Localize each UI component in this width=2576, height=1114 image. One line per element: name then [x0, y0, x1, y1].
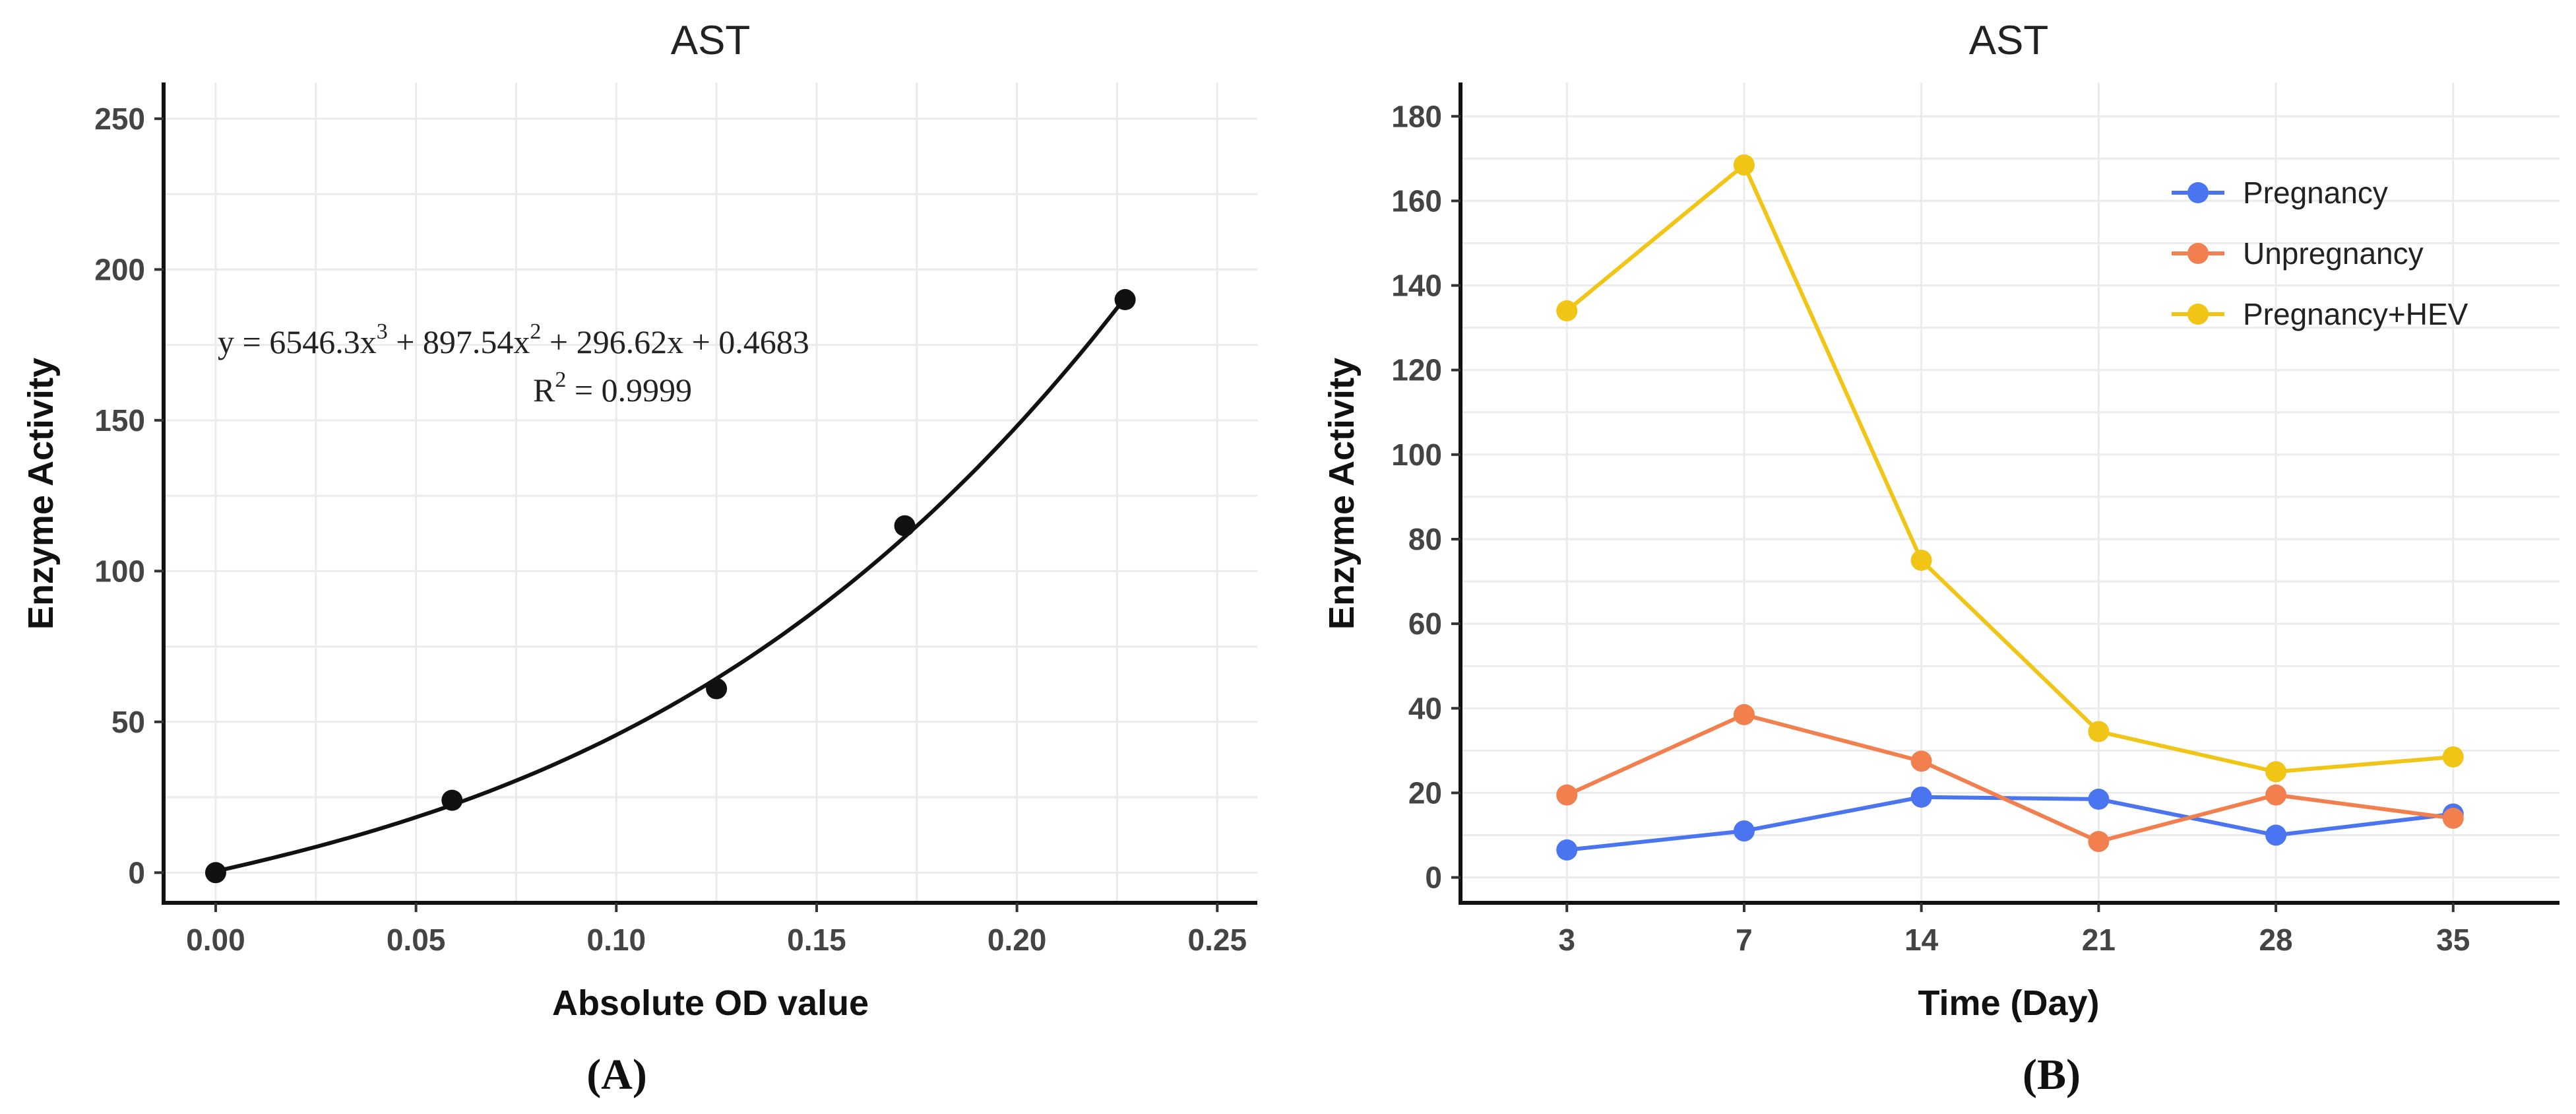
panel-a-data-point [1114, 289, 1136, 311]
panel-a-r-squared: R2 = 0.9999 [533, 368, 692, 409]
panel-b-series-line [1566, 795, 2454, 852]
panel-b-data-point [2442, 746, 2464, 768]
panel-b-y-tick-label: 120 [1391, 353, 1442, 387]
panel-b-data-point [2265, 784, 2287, 806]
panel-b-data-point [1733, 704, 1755, 725]
panel-a-data-point [441, 789, 463, 811]
panel-a-y-tick-label: 100 [94, 554, 145, 588]
panel-a-y-tick-label: 0 [128, 855, 145, 890]
panel-b-legend-label: Pregnancy [2243, 176, 2388, 210]
panel-b-line-chart: AST 0 20 40 60 80 100 120 140 160 180 3 7 14 21 28 35 P… [1322, 18, 2560, 1099]
panel-a-x-tick-label: 0.25 [1188, 923, 1247, 957]
panel-a-x-tick-label: 0.15 [787, 923, 846, 957]
panel-b-y-tick-label: 100 [1391, 438, 1442, 472]
panel-a-y-tick-label: 50 [111, 705, 145, 739]
panel-a-data-point [894, 515, 916, 537]
panel-b-x-tick-label: 21 [2082, 923, 2116, 957]
panel-b-data-point [2088, 721, 2110, 742]
panel-a-x-axis-label: Absolute OD value [552, 983, 869, 1023]
panel-b-x-tick-label: 35 [2436, 923, 2470, 957]
panel-b-y-tick-label: 180 [1391, 99, 1442, 133]
panel-a-data-point [204, 862, 226, 884]
panel-b-data-point [2265, 824, 2287, 846]
panel-b-legend-label: Unpregnancy [2243, 236, 2424, 271]
panel-b-data-point [2088, 789, 2110, 810]
panel-b-legend-marker [2187, 304, 2209, 325]
panel-a-x-tick-label: 0.00 [186, 923, 245, 957]
panel-b-y-tick-label: 140 [1391, 269, 1442, 303]
panel-b-x-tick-label: 7 [1736, 923, 1753, 957]
panel-a-title: AST [671, 18, 751, 63]
panel-b-legend: Pregnancy Unpregnancy Pregnancy+HEV [2172, 176, 2468, 331]
panel-b-y-tick-label: 160 [1391, 183, 1442, 218]
panel-b-legend-label: Pregnancy+HEV [2243, 297, 2468, 331]
panel-a-label: (A) [586, 1051, 647, 1099]
panel-b-data-point [1910, 786, 1932, 808]
panel-b-legend-marker [2187, 182, 2209, 203]
panel-b-data-point [1556, 784, 1578, 806]
panel-b-data-point [2088, 831, 2110, 853]
panel-b-y-tick-label: 80 [1408, 522, 1442, 556]
panel-a-x-tick-label: 0.05 [387, 923, 446, 957]
panel-b-y-tick-label: 60 [1408, 606, 1442, 641]
panel-b-data-point [2265, 761, 2287, 783]
panel-b-data-point [1733, 820, 1755, 842]
panel-b-y-tick-label: 0 [1425, 861, 1442, 895]
panel-b-data-point [1910, 750, 1932, 772]
panel-b-y-axis-label: Enzyme Activity [1322, 358, 1362, 630]
panel-b-x-axis-label: Time (Day) [1918, 983, 2099, 1023]
panel-b-title: AST [1969, 18, 2049, 63]
panel-a-equation: y = 6546.3x3 + 897.54x2 + 296.62x + 0.46… [218, 319, 809, 360]
panel-b-series-line [1565, 162, 2454, 774]
panel-b-data-point [1733, 154, 1755, 176]
panel-b-x-tick-label: 3 [1558, 923, 1575, 957]
panel-b-legend-marker [2187, 243, 2209, 264]
panel-b-y-tick-label: 20 [1408, 775, 1442, 810]
panel-a-y-tick-label: 150 [94, 403, 145, 438]
panel-b-y-tick-label: 40 [1408, 691, 1442, 725]
panel-a-fit-curve [215, 296, 1127, 874]
panel-b-data-point [1556, 839, 1578, 861]
panel-a-y-tick-label: 250 [94, 102, 145, 136]
panel-b-data-point [1910, 550, 1932, 572]
panel-a-x-tick-label: 0.10 [587, 923, 646, 957]
panel-b-x-tick-label: 14 [1904, 923, 1939, 957]
panel-b-label: (B) [2023, 1051, 2081, 1099]
panel-b-x-tick-label: 28 [2259, 923, 2292, 957]
panel-b-series-line [1565, 712, 2454, 844]
panel-a-y-tick-label: 200 [94, 252, 145, 286]
panel-a-y-axis-label: Enzyme Activity [21, 358, 61, 630]
panel-a-scatter-chart: AST 0 50 100 150 200 250 0.00 0.05 0.10 0.15 0.20 0… [21, 18, 1257, 1099]
panel-a-data-point [706, 678, 728, 700]
panel-a-x-tick-label: 0.20 [988, 923, 1047, 957]
panel-b-data-point [2442, 807, 2464, 829]
panel-b-data-point [1556, 300, 1578, 321]
